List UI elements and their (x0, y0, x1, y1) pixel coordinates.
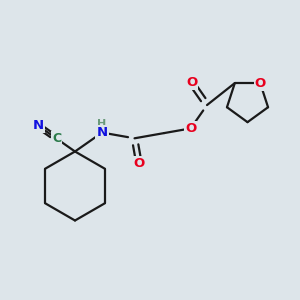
Text: O: O (255, 76, 266, 90)
Text: N: N (97, 126, 108, 139)
Text: C: C (52, 132, 61, 145)
Text: N: N (33, 119, 44, 132)
Text: O: O (133, 157, 145, 170)
Text: O: O (185, 122, 196, 135)
Text: O: O (186, 76, 197, 89)
Text: H: H (98, 118, 107, 129)
